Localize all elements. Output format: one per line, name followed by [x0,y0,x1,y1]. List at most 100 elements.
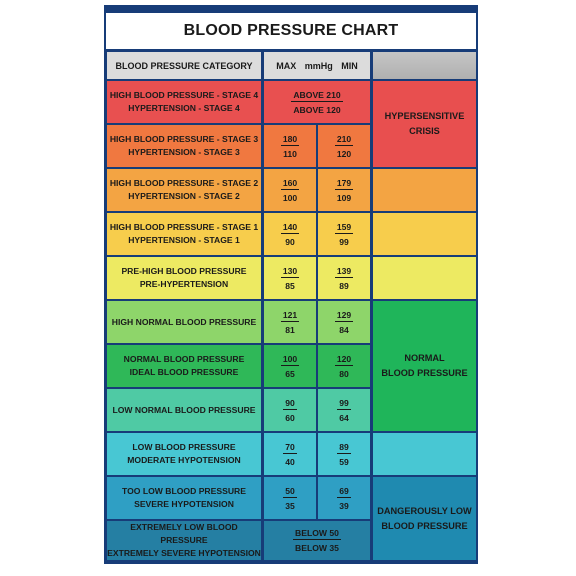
min-systolic: 99 [337,397,351,410]
category-line-2: EXTREMELY SEVERE HYPOTENSION [107,548,261,558]
min-value-cell: 69 39 [318,477,370,519]
category-line-1: TOO LOW BLOOD PRESSURE [122,486,246,496]
min-value-cell: 129 84 [318,301,370,343]
category-line-1: HIGH BLOOD PRESSURE - STAGE 2 [109,178,259,188]
category-line-1: HIGH BLOOD PRESSURE - STAGE 4 [109,90,259,100]
min-value-cell: 89 59 [318,433,370,475]
max-value-cell: 90 60 [264,389,316,431]
min-systolic: 89 [337,441,351,454]
category-cell: LOW NORMAL BLOOD PRESSURE [107,389,261,431]
category-cell: HIGH BLOOD PRESSURE - STAGE 1 HYPERTENSIO… [107,213,261,255]
chart-poster: BLOOD PRESSURE CHART BLOOD PRESSURE CATE… [104,5,478,564]
category-line-2: MODERATE HYPOTENSION [127,455,241,465]
category-line-1: HIGH NORMAL BLOOD PRESSURE [111,316,257,327]
max-diastolic: 81 [285,324,295,335]
combined-min: BELOW 35 [295,543,339,553]
category-cell: HIGH BLOOD PRESSURE - STAGE 4 HYPERTENSIO… [107,81,261,123]
min-systolic: 159 [334,221,354,234]
max-systolic: 130 [280,265,300,278]
combined-max: BELOW 50 [293,528,341,540]
header-blank [373,52,476,79]
category-cell: PRE-HIGH BLOOD PRESSURE PRE-HYPERTENSION [107,257,261,299]
max-systolic: 100 [280,353,300,366]
category-line-1: EXTREMELY LOW BLOOD PRESSURE [130,522,238,545]
group-filler [373,169,476,211]
category-line-1: HIGH BLOOD PRESSURE - STAGE 3 [109,134,259,144]
max-diastolic: 35 [285,500,295,511]
max-value-cell: 180 110 [264,125,316,167]
group-label-line-1: DANGEROUSLY LOW [377,505,472,516]
category-line-2: HYPERTENSION - STAGE 1 [128,235,240,245]
max-diastolic: 110 [283,148,297,159]
chart-title-box: BLOOD PRESSURE CHART [106,13,476,49]
category-line-1: NORMAL BLOOD PRESSURE [123,354,245,364]
category-line-2: HYPERTENSION - STAGE 3 [128,147,240,157]
category-line-1: LOW BLOOD PRESSURE [132,442,236,452]
max-systolic: 121 [280,309,300,322]
category-cell: NORMAL BLOOD PRESSURE IDEAL BLOOD PRESSUR… [107,345,261,387]
category-line-2: IDEAL BLOOD PRESSURE [129,367,239,377]
min-diastolic: 84 [339,324,349,335]
category-line-1: LOW NORMAL BLOOD PRESSURE [112,404,256,415]
category-cell: HIGH BLOOD PRESSURE - STAGE 2 HYPERTENSIO… [107,169,261,211]
max-systolic: 90 [283,397,297,410]
min-diastolic: 120 [336,148,352,159]
min-diastolic: 80 [339,368,349,379]
min-systolic: 129 [334,309,354,322]
min-diastolic: 64 [339,412,349,423]
min-value-cell: 120 80 [318,345,370,387]
group-label-line-2: BLOOD PRESSURE [381,368,468,378]
group-label-line-2: BLOOD PRESSURE [381,520,468,531]
min-systolic: 139 [334,265,354,278]
min-value-cell: 210 120 [318,125,370,167]
category-cell: HIGH NORMAL BLOOD PRESSURE [107,301,261,343]
min-value-cell: 99 64 [318,389,370,431]
category-cell: EXTREMELY LOW BLOOD PRESSURE EXTREMELY SE… [107,521,261,560]
max-value-cell: 130 85 [264,257,316,299]
max-diastolic: 60 [285,412,295,423]
category-line-2: SEVERE HYPOTENSION [134,499,234,509]
max-systolic: 70 [283,441,297,454]
group-filler [373,257,476,299]
header-category: BLOOD PRESSURE CATEGORY [107,52,261,79]
max-systolic: 50 [283,485,297,498]
min-diastolic: 89 [339,280,349,291]
category-line-2: HYPERTENSION - STAGE 4 [128,103,240,113]
category-cell: LOW BLOOD PRESSURE MODERATE HYPOTENSION [107,433,261,475]
min-diastolic: 39 [339,500,349,511]
min-diastolic: 99 [339,236,349,247]
category-line-2: HYPERTENSION - STAGE 2 [128,191,240,201]
max-value-cell: 160 100 [264,169,316,211]
min-value-cell: 179 109 [318,169,370,211]
max-value-cell: 121 81 [264,301,316,343]
min-systolic: 69 [337,485,351,498]
group-label-line-1: HYPERSENSITIVE [384,111,465,121]
header-mmhg: MAX mmHg MIN [264,52,370,79]
group-label-line-2: CRISIS [409,126,440,136]
category-line-2: PRE-HYPERTENSION [139,279,229,289]
group-filler [373,213,476,255]
group-label-line-1: NORMAL [404,353,445,363]
combined-value-cell: ABOVE 210 ABOVE 120 [264,81,370,123]
max-value-cell: 70 40 [264,433,316,475]
min-diastolic: 109 [336,192,352,203]
max-systolic: 180 [280,133,300,146]
group-dangerously-low: DANGEROUSLY LOW BLOOD PRESSURE [373,477,476,560]
category-line-1: PRE-HIGH BLOOD PRESSURE [121,266,247,276]
max-systolic: 160 [280,177,300,190]
min-diastolic: 59 [339,456,349,467]
max-diastolic: 85 [285,280,295,291]
max-diastolic: 100 [282,192,298,203]
category-cell: TOO LOW BLOOD PRESSURE SEVERE HYPOTENSION [107,477,261,519]
combined-min: ABOVE 120 [293,104,341,115]
max-diastolic: 40 [285,456,295,467]
chart-title: BLOOD PRESSURE CHART [183,22,399,39]
group-filler [373,433,476,475]
category-line-1: HIGH BLOOD PRESSURE - STAGE 1 [109,222,259,232]
max-systolic: 140 [280,221,300,234]
combined-max: ABOVE 210 [291,89,343,102]
max-value-cell: 140 90 [264,213,316,255]
min-value-cell: 139 89 [318,257,370,299]
max-value-cell: 50 35 [264,477,316,519]
category-cell: HIGH BLOOD PRESSURE - STAGE 3 HYPERTENSIO… [107,125,261,167]
